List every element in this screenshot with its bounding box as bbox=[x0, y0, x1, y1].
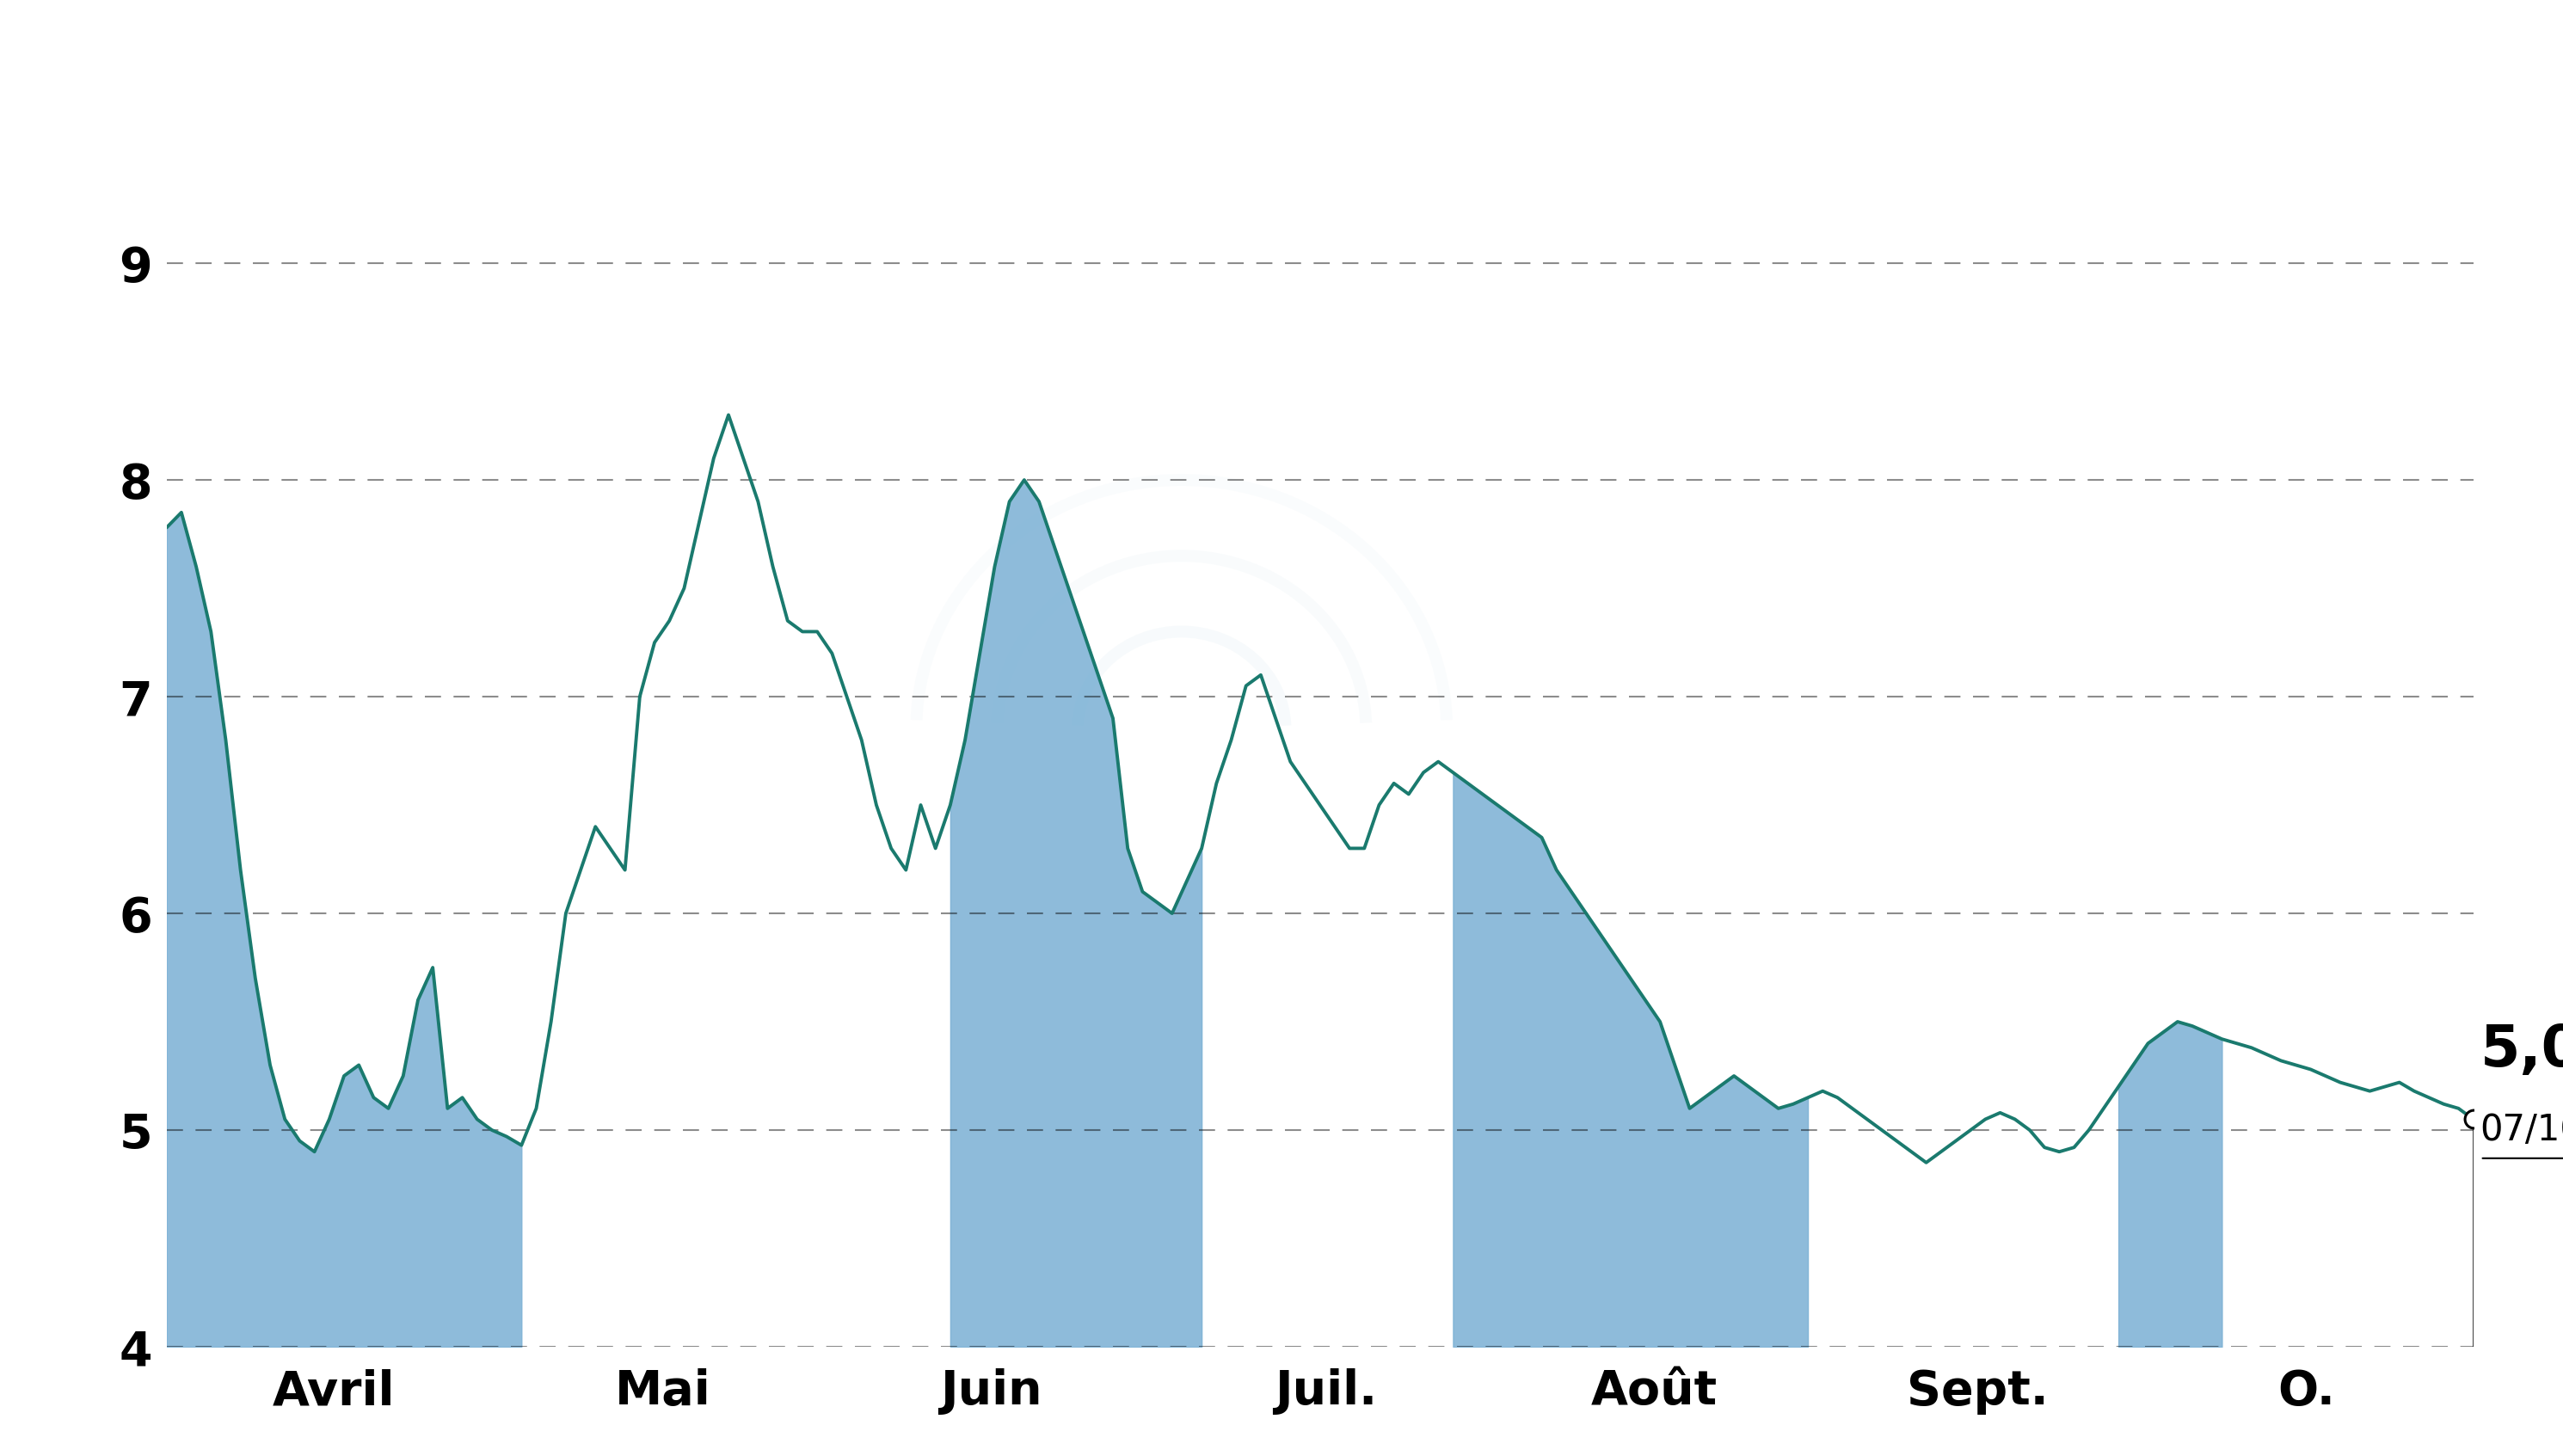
Text: 5,05: 5,05 bbox=[2481, 1022, 2563, 1079]
Text: HYDROGEN REFUELING: HYDROGEN REFUELING bbox=[769, 16, 1794, 95]
Text: 07/10: 07/10 bbox=[2481, 1112, 2563, 1149]
